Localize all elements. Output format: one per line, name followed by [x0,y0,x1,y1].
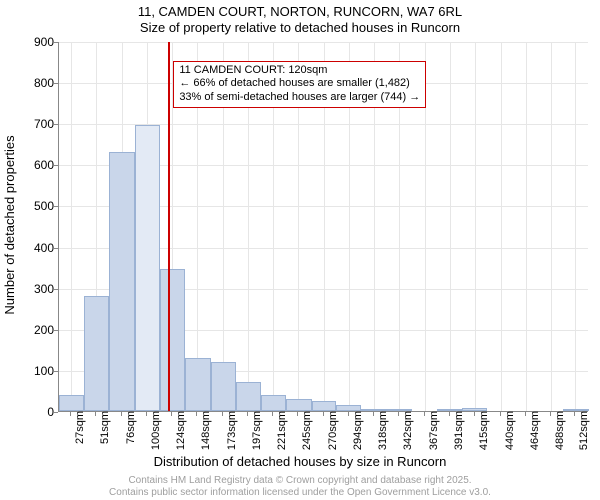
x-tick-label: 173sqm [226,411,238,453]
x-tick-label: 124sqm [175,411,187,453]
y-tick-label: 100 [14,364,54,378]
plot-area: 11 CAMDEN COURT: 120sqm← 66% of detached… [58,42,588,412]
x-tick-mark [449,412,450,416]
x-tick-mark [574,412,575,416]
x-tick-label: 464sqm [529,411,541,453]
y-tick-label: 200 [14,323,54,337]
y-tick-label: 0 [14,405,54,419]
y-tick-label: 300 [14,282,54,296]
footnote-line1: Contains HM Land Registry data © Crown c… [128,475,471,486]
footnote: Contains HM Land Registry data © Crown c… [0,475,600,498]
chart-title: 11, CAMDEN COURT, NORTON, RUNCORN, WA7 6… [0,4,600,19]
y-tick-mark [54,330,58,331]
x-tick-label: 415sqm [478,411,490,453]
x-tick-label: 342sqm [402,411,414,453]
x-tick-mark [474,412,475,416]
annotation-line1: 11 CAMDEN COURT: 120sqm [179,64,420,78]
x-tick-label: 245sqm [301,411,313,453]
property-marker-line [168,42,170,411]
y-tick-label: 800 [14,76,54,90]
gridline-v [575,42,576,411]
histogram-bar [211,362,236,411]
gridline-v [551,42,552,411]
y-tick-mark [54,289,58,290]
annotation-line3: 33% of semi-detached houses are larger (… [179,91,420,105]
x-tick-label: 512sqm [578,411,590,453]
histogram-bar [160,269,185,411]
y-tick-mark [54,42,58,43]
x-tick-mark [121,412,122,416]
gridline-v [71,42,72,411]
histogram-bar [109,152,135,411]
x-tick-label: 294sqm [352,411,364,453]
x-tick-mark [297,412,298,416]
y-tick-label: 700 [14,117,54,131]
x-tick-label: 51sqm [99,411,111,453]
y-tick-mark [54,206,58,207]
x-tick-mark [373,412,374,416]
y-tick-label: 500 [14,199,54,213]
x-tick-label: 76sqm [125,411,137,453]
x-tick-mark [323,412,324,416]
x-tick-label: 488sqm [554,411,566,453]
histogram-bar [59,395,84,411]
histogram-bar [84,296,109,411]
histogram-bar [185,358,211,411]
x-tick-mark [272,412,273,416]
y-tick-mark [54,371,58,372]
y-tick-mark [54,83,58,84]
histogram-bar [135,125,160,411]
histogram-bar [286,399,312,411]
histogram-bar [312,401,337,411]
x-tick-mark [247,412,248,416]
y-tick-mark [54,412,58,413]
y-tick-mark [54,248,58,249]
x-tick-mark [500,412,501,416]
y-tick-label: 400 [14,241,54,255]
chart-subtitle: Size of property relative to detached ho… [0,20,600,35]
gridline-v [475,42,476,411]
x-tick-label: 391sqm [453,411,465,453]
x-tick-label: 318sqm [377,411,389,453]
x-tick-label: 148sqm [200,411,212,453]
gridline-v [501,42,502,411]
x-tick-label: 440sqm [504,411,516,453]
y-tick-mark [54,124,58,125]
y-tick-mark [54,165,58,166]
annotation-box: 11 CAMDEN COURT: 120sqm← 66% of detached… [173,61,426,108]
x-tick-mark [171,412,172,416]
histogram-bar [236,382,261,411]
x-tick-label: 221sqm [276,411,288,453]
x-tick-mark [550,412,551,416]
gridline-v [450,42,451,411]
chart-container: 11, CAMDEN COURT, NORTON, RUNCORN, WA7 6… [0,0,600,500]
x-tick-mark [424,412,425,416]
x-tick-mark [525,412,526,416]
x-tick-mark [95,412,96,416]
x-tick-label: 100sqm [150,411,162,453]
x-tick-mark [196,412,197,416]
x-tick-label: 27sqm [74,411,86,453]
x-tick-mark [70,412,71,416]
annotation-line2: ← 66% of detached houses are smaller (1,… [179,77,420,91]
x-tick-label: 270sqm [327,411,339,453]
histogram-bar [261,395,286,411]
footnote-line2: Contains public sector information licen… [109,487,491,498]
gridline-v [526,42,527,411]
x-tick-label: 367sqm [428,411,440,453]
x-tick-label: 197sqm [251,411,263,453]
y-tick-label: 900 [14,35,54,49]
x-tick-mark [146,412,147,416]
x-tick-mark [222,412,223,416]
x-axis-label: Distribution of detached houses by size … [0,454,600,469]
x-tick-mark [348,412,349,416]
y-tick-label: 600 [14,158,54,172]
x-tick-mark [398,412,399,416]
